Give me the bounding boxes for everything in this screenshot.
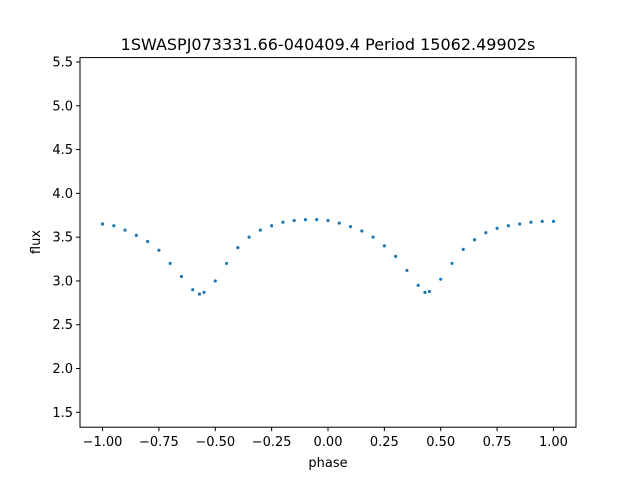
y-tick-label: 5.5 (52, 55, 73, 70)
x-tick-label: −0.25 (252, 435, 292, 450)
data-point (371, 235, 375, 239)
data-point (529, 220, 533, 224)
data-point (551, 219, 556, 223)
data-point (224, 261, 229, 266)
data-point (540, 219, 544, 223)
data-point (202, 290, 206, 294)
data-point (518, 222, 522, 226)
data-point (315, 218, 319, 222)
data-point (382, 244, 386, 248)
data-point (394, 254, 398, 259)
data-point (360, 229, 364, 233)
x-tick-label: 0.25 (370, 435, 399, 450)
x-tick-label: 1.00 (539, 435, 568, 450)
x-tick-label: 0.50 (426, 435, 455, 450)
chart-title: 1SWASPJ073331.66-040409.4 Period 15062.4… (121, 35, 536, 54)
data-point (450, 261, 454, 266)
data-point (405, 268, 409, 273)
data-point (484, 231, 488, 235)
x-tick-label: −0.50 (195, 435, 235, 450)
data-point (472, 238, 477, 242)
y-tick-label: 4.0 (52, 187, 73, 202)
y-tick-label: 5.0 (52, 99, 73, 114)
data-point (461, 247, 465, 252)
y-tick-label: 1.5 (52, 406, 73, 421)
data-point (292, 218, 296, 223)
data-point (416, 283, 420, 287)
x-axis-label: phase (308, 456, 347, 471)
y-tick-label: 2.5 (52, 318, 73, 333)
data-point (270, 224, 274, 228)
data-point (112, 224, 116, 228)
data-point (495, 226, 499, 230)
y-axis-label: flux (29, 230, 44, 254)
data-point (326, 218, 330, 223)
x-tick-label: 0.00 (314, 435, 343, 450)
data-point (123, 228, 127, 232)
data-point (281, 220, 285, 224)
data-point (134, 233, 138, 237)
x-tick-label: −0.75 (139, 435, 179, 450)
data-point (258, 228, 262, 232)
y-tick-label: 3.5 (52, 231, 73, 246)
data-point (427, 289, 432, 294)
data-point (213, 279, 217, 283)
data-points (100, 218, 556, 296)
x-tick-label: 0.75 (483, 435, 512, 450)
data-point (439, 277, 443, 281)
data-point (236, 246, 240, 250)
x-axis-ticks: −1.00 −0.75 −0.50 −0.25 0.00 0.25 0.50 0.75 1.00 (83, 427, 568, 450)
data-point (337, 221, 341, 225)
data-point (197, 292, 202, 296)
y-axis-ticks: 1.5 2.0 2.5 3.0 3.5 4.0 4.5 5.0 5.5 (52, 55, 80, 421)
data-point (348, 225, 353, 229)
data-point (100, 222, 105, 226)
y-tick-label: 2.0 (52, 362, 73, 377)
y-tick-label: 3.0 (52, 274, 73, 289)
data-point (506, 224, 510, 228)
data-point (303, 218, 308, 222)
y-tick-label: 4.5 (52, 143, 73, 158)
data-point (168, 261, 172, 266)
data-point (157, 248, 161, 252)
x-tick-label: −1.00 (83, 435, 123, 450)
data-point (191, 288, 195, 292)
data-point (247, 235, 251, 239)
data-point (179, 274, 184, 279)
data-point (146, 239, 150, 244)
data-point (423, 290, 427, 294)
